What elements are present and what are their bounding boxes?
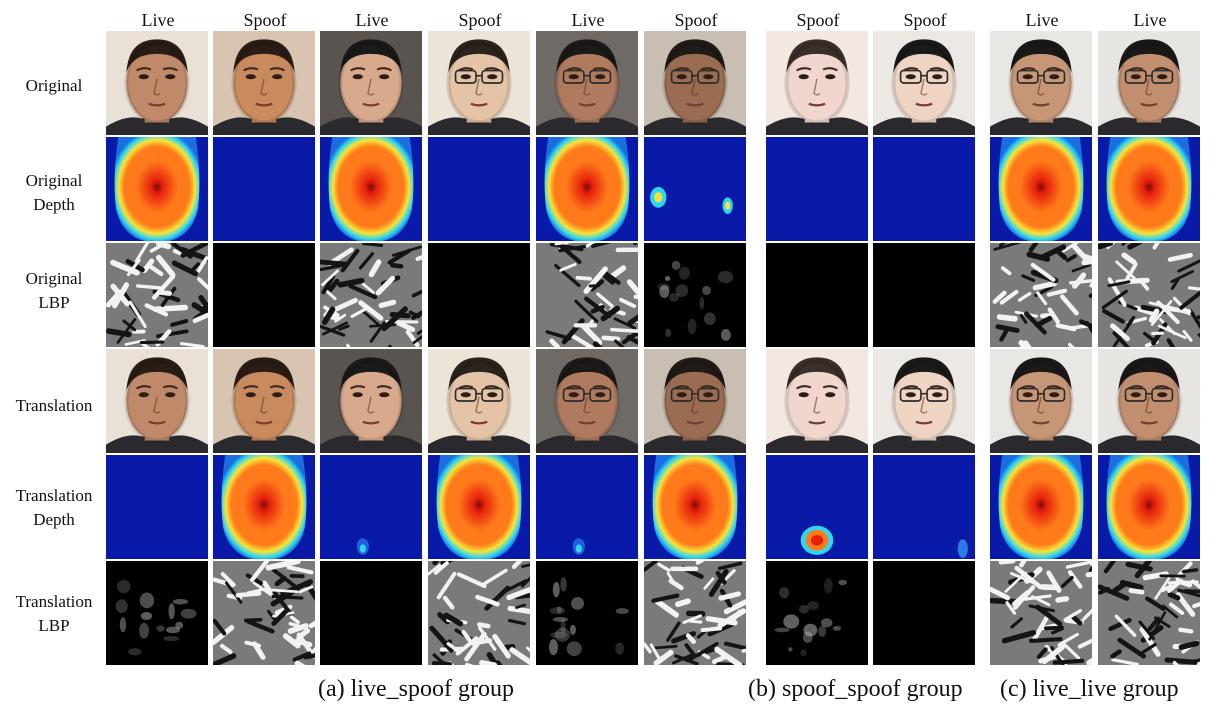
face-image xyxy=(536,349,638,453)
face-image xyxy=(990,349,1092,453)
lbp-map-image xyxy=(106,561,208,665)
depth-map-image xyxy=(990,137,1092,241)
lbp-map-image xyxy=(766,243,868,347)
row-label: Original LBP xyxy=(25,269,83,312)
lbp-map-image xyxy=(213,561,315,665)
face-image xyxy=(1098,349,1200,453)
column-label: Spoof xyxy=(903,10,947,30)
lbp-map-image xyxy=(873,561,975,665)
depth-map-image xyxy=(1098,455,1200,559)
row-label: Original xyxy=(25,76,83,95)
depth-map-image xyxy=(873,455,975,559)
face-image xyxy=(873,349,975,453)
depth-map-image xyxy=(320,455,422,559)
depth-map-image xyxy=(428,137,530,241)
face-image xyxy=(644,349,746,453)
depth-map-image xyxy=(644,455,746,559)
lbp-map-image xyxy=(873,243,975,347)
column-label: Live xyxy=(355,10,389,30)
column-label: Live xyxy=(1133,10,1167,30)
face-image xyxy=(766,349,868,453)
column-label: Live xyxy=(141,10,175,30)
depth-map-image xyxy=(990,455,1092,559)
depth-map-image xyxy=(428,455,530,559)
lbp-map-image xyxy=(990,561,1092,665)
face-image xyxy=(106,349,208,453)
group-caption: (c) live_live group xyxy=(1000,676,1179,702)
face-image xyxy=(320,31,422,135)
depth-map-image xyxy=(1098,137,1200,241)
column-label: Spoof xyxy=(674,10,718,30)
depth-map-image xyxy=(213,455,315,559)
depth-map-image xyxy=(766,455,868,559)
column-label: Spoof xyxy=(458,10,502,30)
column-label: Live xyxy=(571,10,605,30)
depth-map-image xyxy=(536,455,638,559)
column-label: Spoof xyxy=(243,10,287,30)
group-caption: (b) spoof_spoof group xyxy=(748,676,963,702)
lbp-map-image xyxy=(213,243,315,347)
face-image xyxy=(320,349,422,453)
row-label: Original Depth xyxy=(25,171,83,214)
lbp-map-image xyxy=(1098,243,1200,347)
lbp-map-image xyxy=(428,561,530,665)
column-label: Spoof xyxy=(796,10,840,30)
face-image xyxy=(990,31,1092,135)
row-label: Translation Depth xyxy=(15,486,93,529)
lbp-map-image xyxy=(320,243,422,347)
lbp-map-image xyxy=(320,561,422,665)
face-image xyxy=(213,31,315,135)
face-image xyxy=(873,31,975,135)
row-label: Translation xyxy=(15,396,93,415)
lbp-map-image xyxy=(644,561,746,665)
lbp-map-image xyxy=(536,561,638,665)
lbp-map-image xyxy=(990,243,1092,347)
lbp-map-image xyxy=(766,561,868,665)
depth-map-image xyxy=(536,137,638,241)
lbp-map-image xyxy=(106,243,208,347)
row-label: Translation LBP xyxy=(15,592,93,635)
lbp-map-image xyxy=(1098,561,1200,665)
column-label: Live xyxy=(1025,10,1059,30)
face-image xyxy=(644,31,746,135)
depth-map-image xyxy=(106,137,208,241)
face-image xyxy=(428,349,530,453)
face-image xyxy=(536,31,638,135)
depth-map-image xyxy=(766,137,868,241)
face-image xyxy=(106,31,208,135)
face-image xyxy=(428,31,530,135)
depth-map-image xyxy=(106,455,208,559)
depth-map-image xyxy=(644,137,746,241)
face-image xyxy=(213,349,315,453)
lbp-map-image xyxy=(536,243,638,347)
depth-map-image xyxy=(873,137,975,241)
lbp-map-image xyxy=(428,243,530,347)
face-image xyxy=(766,31,868,135)
lbp-map-image xyxy=(644,243,746,347)
face-image xyxy=(1098,31,1200,135)
depth-map-image xyxy=(320,137,422,241)
group-caption: (a) live_spoof group xyxy=(318,676,514,702)
depth-map-image xyxy=(213,137,315,241)
